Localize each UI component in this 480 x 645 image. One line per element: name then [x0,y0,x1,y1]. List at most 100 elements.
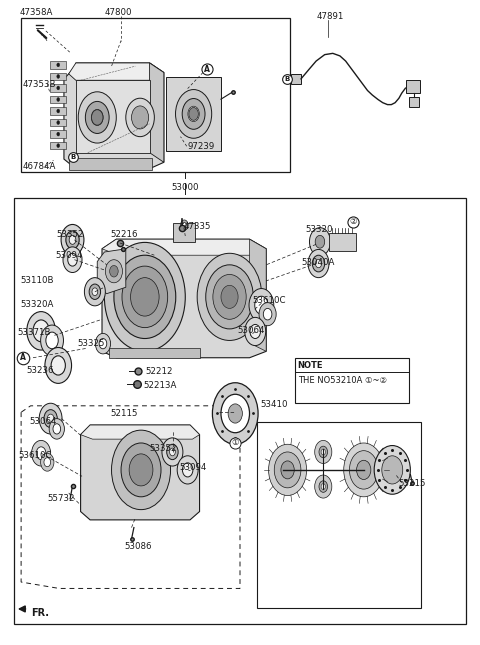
Circle shape [57,74,60,78]
Circle shape [374,446,410,494]
Circle shape [319,481,327,492]
Circle shape [104,243,185,352]
Circle shape [308,250,329,277]
Bar [109,348,200,359]
Polygon shape [97,249,126,293]
Circle shape [61,224,84,255]
Circle shape [78,92,116,143]
Circle shape [315,259,322,268]
Circle shape [63,247,82,273]
Polygon shape [76,80,150,153]
Circle shape [162,438,183,466]
Text: B: B [284,76,289,82]
Circle shape [99,339,107,349]
Circle shape [114,255,176,339]
Circle shape [268,444,307,495]
Circle shape [255,296,268,314]
Circle shape [321,449,325,455]
Circle shape [274,452,301,488]
Text: FR.: FR. [32,608,49,619]
Text: B: B [70,154,75,159]
Circle shape [41,453,54,471]
Polygon shape [69,63,164,80]
Circle shape [89,284,101,299]
Circle shape [349,451,378,489]
Circle shape [264,308,272,320]
Circle shape [44,458,50,467]
Circle shape [245,317,266,346]
Circle shape [131,277,159,316]
Text: A: A [204,65,210,74]
Bar [21,18,290,172]
Circle shape [382,456,403,484]
Circle shape [315,475,332,498]
Text: 53352: 53352 [57,230,84,239]
Circle shape [46,332,58,349]
Polygon shape [150,63,164,163]
Circle shape [85,101,109,134]
Polygon shape [49,73,66,80]
Circle shape [33,320,49,342]
Circle shape [206,265,253,329]
Circle shape [122,266,168,328]
Circle shape [51,356,65,375]
Text: 53094: 53094 [55,252,83,261]
Circle shape [32,441,50,466]
Circle shape [36,447,46,460]
Circle shape [109,266,118,277]
Circle shape [357,461,371,479]
Circle shape [182,99,205,129]
Text: NOTE: NOTE [298,361,323,370]
Circle shape [92,110,103,125]
Circle shape [105,260,122,283]
Circle shape [213,274,246,319]
Bar [69,159,152,170]
Polygon shape [49,119,66,126]
Circle shape [167,444,178,460]
Text: ②: ② [349,217,357,226]
Circle shape [111,430,170,510]
Text: 55732: 55732 [48,493,75,502]
Circle shape [131,457,151,483]
Circle shape [176,90,212,138]
Polygon shape [102,239,266,255]
Text: 53064: 53064 [30,417,57,426]
Circle shape [57,144,60,148]
Circle shape [68,253,77,266]
Bar [329,233,356,251]
Circle shape [57,132,60,136]
Circle shape [129,454,153,486]
Text: 47335: 47335 [184,222,211,231]
Bar [291,74,301,84]
Text: 97239: 97239 [188,142,215,151]
Polygon shape [64,63,164,169]
Text: 53610C: 53610C [19,451,52,461]
Circle shape [49,419,64,439]
Circle shape [259,303,276,326]
Circle shape [249,288,274,322]
Circle shape [27,312,55,350]
Text: 53094: 53094 [179,463,206,472]
Circle shape [228,404,242,423]
Circle shape [66,231,79,249]
Circle shape [41,325,63,356]
Text: 53086: 53086 [125,542,152,551]
Polygon shape [49,107,66,115]
Text: 53352: 53352 [150,444,177,453]
Circle shape [188,106,199,122]
Circle shape [96,333,110,354]
Polygon shape [81,425,200,520]
Circle shape [197,253,262,341]
Bar [166,77,221,151]
Text: 53110B: 53110B [20,275,54,284]
Circle shape [92,288,98,295]
Circle shape [126,98,155,137]
Text: ①: ① [231,439,239,448]
Polygon shape [49,84,66,92]
Text: 47891: 47891 [316,12,344,21]
Polygon shape [102,239,266,358]
Circle shape [312,255,324,272]
Circle shape [310,228,330,256]
Text: 52115: 52115 [110,409,138,418]
Circle shape [48,414,54,423]
